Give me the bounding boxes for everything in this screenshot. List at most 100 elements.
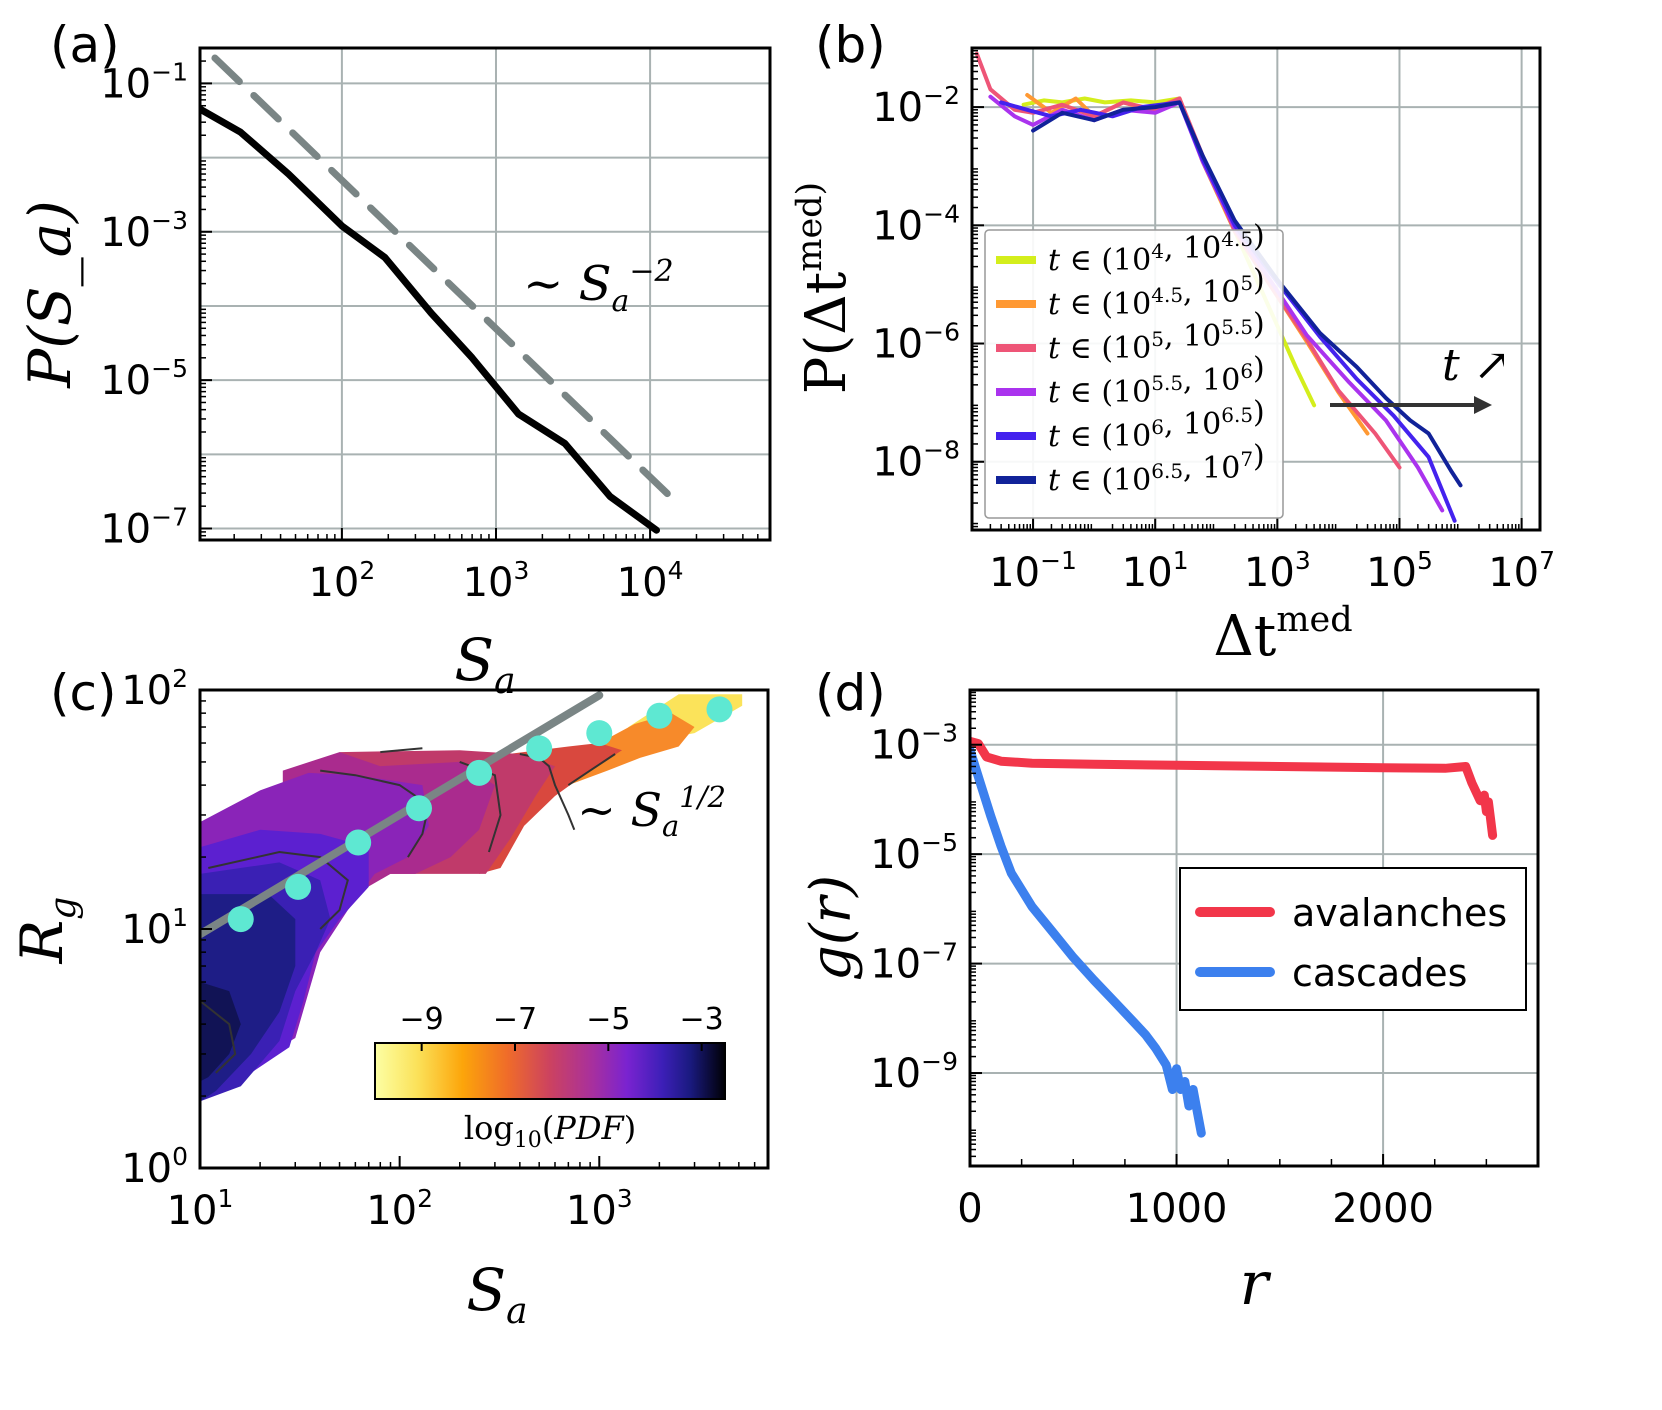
x-tick-label: 103 xyxy=(566,1184,633,1234)
power-law-annotation: ~ Sa1/2 xyxy=(577,780,726,843)
x-tick-label: 104 xyxy=(617,556,684,606)
mean-point xyxy=(285,873,312,900)
x-tick-label: 103 xyxy=(1244,546,1311,596)
y-axis-label: P(Δtmed) xyxy=(790,182,859,394)
x-tick-label: 102 xyxy=(308,556,375,606)
x-tick-label: 107 xyxy=(1488,546,1555,596)
legend-entry: t ∈ (104, 104.5) xyxy=(1048,219,1265,278)
y-axis-label: g(r) xyxy=(799,875,864,981)
series-line xyxy=(200,105,660,534)
legend-entry: t ∈ (106, 106.5) xyxy=(1048,395,1265,454)
x-axis-label: Δtmed xyxy=(1213,600,1352,669)
contour-line xyxy=(567,753,616,786)
y-tick-label: 10−5 xyxy=(870,828,958,878)
panel-a-label: (a) xyxy=(50,16,120,74)
x-tick-label: 0 xyxy=(957,1186,982,1232)
colorbar-tick-label: −3 xyxy=(680,1002,724,1037)
power-law-annotation: ~ Sa−2 xyxy=(523,254,673,319)
colorbar-tick-label: −7 xyxy=(493,1002,537,1037)
time-arrow-head xyxy=(1474,396,1492,414)
panel-d-frame xyxy=(968,688,1540,1168)
panel-d-ticks: 0 1000 2000 10−3 10−5 10−7 10−9 xyxy=(870,691,1488,1232)
panel-a-grid xyxy=(200,48,770,540)
y-tick-label: 10−1 xyxy=(100,57,188,107)
legend-box xyxy=(1179,867,1527,1011)
x-tick-label: 1000 xyxy=(1126,1186,1228,1232)
panel-b-axis-labels: Δtmed P(Δtmed) xyxy=(790,182,1353,669)
colorbar-gradient xyxy=(374,1042,726,1100)
mean-point xyxy=(586,720,613,747)
y-axis-label: Rg xyxy=(8,897,84,965)
y-tick-label: 10−8 xyxy=(872,436,960,486)
y-tick-label: 10−2 xyxy=(872,81,960,131)
y-tick-label: 10−6 xyxy=(872,318,960,368)
mean-point xyxy=(706,696,733,723)
contour-line xyxy=(380,747,423,754)
legend-entry: t ∈ (106.5, 107) xyxy=(1048,439,1265,498)
panel-b-ticks: 10−1 101 103 105 107 10−2 10−4 10−6 10−8 xyxy=(872,49,1555,596)
mean-point xyxy=(227,906,254,933)
colorbar-tick-label: −9 xyxy=(400,1002,444,1037)
legend-entry: avalanches xyxy=(1292,891,1507,935)
fit-line xyxy=(200,691,604,939)
mean-point xyxy=(526,735,553,762)
panel-d-label: (d) xyxy=(815,664,886,722)
panel-a-frame xyxy=(198,46,772,542)
y-tick-label: 10−9 xyxy=(870,1047,958,1097)
x-tick-label: 101 xyxy=(1122,546,1189,596)
y-tick-label: 101 xyxy=(121,903,188,953)
series-line xyxy=(970,745,1206,1138)
legend-box xyxy=(984,229,1284,519)
panel-c-axis-labels: Sa Rg xyxy=(8,897,528,1332)
panel-a-ticks: 102 103 104 10−1 10−3 10−5 10−7 xyxy=(100,57,759,606)
y-tick-label: 100 xyxy=(121,1142,188,1192)
panel-b: t ↗ 10−1 101 103 105 107 10−2 10−4 10−6 10−8 (b)… xyxy=(790,16,1555,669)
x-tick-label: 102 xyxy=(366,1184,433,1234)
panel-d-axis-labels: r g(r) xyxy=(799,875,1272,1319)
x-tick-label: 101 xyxy=(167,1184,234,1234)
legend-entry: t ∈ (105.5, 106) xyxy=(1048,351,1265,410)
panel-a: ~ Sa−2 102 103 104 10−1 10−3 10−5 10−7 (a) Sa P… xyxy=(16,16,772,702)
colorbar-tick-label: −5 xyxy=(586,1002,630,1037)
heatmap-band xyxy=(200,982,241,1082)
x-axis-label: Sa xyxy=(466,1256,527,1332)
time-arrow-label: t ↗ xyxy=(1442,340,1511,391)
y-axis-label: P(S_a) xyxy=(16,200,84,389)
y-tick-label: 10−5 xyxy=(100,354,188,404)
panel-b-legend: t ∈ (104, 104.5)t ∈ (104.5, 105)t ∈ (105… xyxy=(984,219,1284,519)
panel-a-series: ~ Sa−2 xyxy=(200,54,681,534)
series-line xyxy=(211,54,681,507)
colorbar-label: log10(PDF) xyxy=(464,1109,636,1153)
legend-entry: t ∈ (104.5, 105) xyxy=(1048,263,1265,322)
panel-a-axis-labels: Sa P(S_a) xyxy=(16,200,516,702)
mean-point xyxy=(466,759,493,786)
y-tick-label: 10−4 xyxy=(872,199,960,249)
panel-d: 0 1000 2000 10−3 10−5 10−7 10−9 (d) avalanches… xyxy=(799,664,1540,1319)
legend-entry: t ∈ (105, 105.5) xyxy=(1048,307,1265,366)
legend-entry: cascades xyxy=(1292,951,1467,995)
x-axis-label: Sa xyxy=(454,626,515,702)
panel-d-series xyxy=(970,736,1498,1138)
x-tick-label: 2000 xyxy=(1332,1186,1434,1232)
series-line xyxy=(970,736,1498,840)
contour-line xyxy=(320,769,430,858)
mean-point xyxy=(405,795,432,822)
x-tick-label: 105 xyxy=(1366,546,1433,596)
x-axis-label: r xyxy=(1240,1249,1272,1319)
y-tick-label: 10−7 xyxy=(870,938,958,988)
mean-point xyxy=(646,702,673,729)
contour-line xyxy=(200,1000,237,1074)
x-tick-label: 10−1 xyxy=(989,546,1077,596)
panel-c-colorbar: −9 −7 −5 −3 log10(PDF) xyxy=(374,1002,726,1153)
contour-line xyxy=(208,850,349,930)
mean-point xyxy=(345,829,372,856)
panel-d-legend: avalanches cascades xyxy=(1179,867,1527,1011)
panel-b-frame xyxy=(970,46,1542,532)
x-tick-label: 103 xyxy=(463,556,530,606)
panel-c-heatmap: ~ Sa1/2 xyxy=(200,691,743,1102)
y-tick-label: 102 xyxy=(121,664,188,714)
y-tick-label: 10−7 xyxy=(100,503,188,553)
